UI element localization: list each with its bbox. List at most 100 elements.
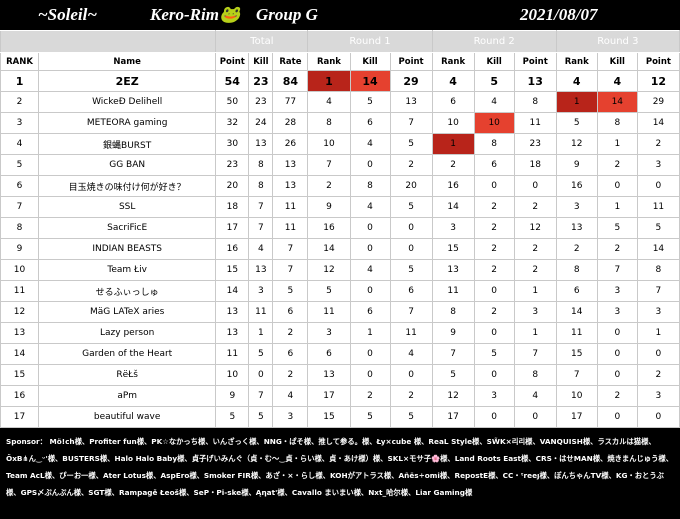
cell: 5	[389, 259, 433, 281]
cell: 2	[596, 385, 638, 407]
cell: 8	[555, 259, 598, 281]
team-name: 目玉焼きの味付け何が好き？	[38, 175, 217, 197]
cell: 77	[272, 91, 309, 113]
cell: 17	[0, 406, 40, 428]
cell: 16	[215, 238, 250, 260]
cell: 7	[272, 259, 309, 281]
cell: 26	[272, 133, 309, 155]
cell: 14	[0, 343, 40, 365]
group-header-row: Total Round 1 Round 2 Round 3	[0, 30, 680, 53]
cell: 6	[0, 175, 40, 197]
cell: 0	[349, 154, 391, 176]
team-name: RёŁš	[38, 364, 217, 386]
cell: 8	[596, 112, 638, 134]
cell: 13	[513, 70, 557, 92]
cell: 0	[389, 364, 433, 386]
cell: 3	[431, 217, 475, 239]
team-name: INDIAN BEASTS	[38, 238, 217, 260]
cell: 84	[272, 70, 309, 92]
cell: 3	[636, 301, 680, 323]
cell: 2	[0, 91, 40, 113]
cell: 9	[307, 196, 351, 218]
column-header: Point	[513, 52, 557, 71]
cell: 3	[248, 280, 274, 302]
cell: 11	[513, 112, 557, 134]
cell: 0	[636, 175, 680, 197]
cell: 0	[473, 175, 515, 197]
column-header: Point	[215, 52, 250, 71]
cell: 4	[555, 70, 598, 92]
cell: 5	[248, 343, 274, 365]
cell: 13	[215, 322, 250, 344]
cell: 3	[636, 385, 680, 407]
cell: 2	[473, 301, 515, 323]
column-header: Rank	[307, 52, 351, 71]
group: Group G	[256, 5, 318, 24]
column-header: Point	[389, 52, 433, 71]
group-header: Round 2	[431, 30, 557, 53]
blank	[0, 30, 217, 53]
cell: 7	[248, 217, 274, 239]
results-table: Total Round 1 Round 2 Round 3 RANK Name Point K…	[0, 30, 680, 428]
cell: 2	[307, 175, 351, 197]
team-row: 17 beautiful wave 5 5 3 15 5 5 17 0 0 17 0 0	[0, 406, 680, 428]
cell: 3	[0, 112, 40, 134]
cell: 5	[248, 406, 274, 428]
cell: 7	[272, 238, 309, 260]
team-name: METEORA gaming	[38, 112, 217, 134]
cell: 0	[636, 406, 680, 428]
team-row: 3 METEORA gaming 32 24 28 8 6 7 10 10 11 5 8 14	[0, 112, 680, 134]
cell: 16	[431, 175, 475, 197]
cell: 10	[555, 385, 598, 407]
cell: 12	[636, 70, 680, 92]
team-name: Garden of the Heart	[38, 343, 217, 365]
cell: 13	[431, 259, 475, 281]
cell: 2	[555, 238, 598, 260]
cell: 0	[513, 406, 557, 428]
column-header: Point	[636, 52, 680, 71]
cell: 11	[272, 196, 309, 218]
cell: 5	[596, 217, 638, 239]
cell: 20	[215, 175, 250, 197]
cell: 8	[513, 364, 557, 386]
cell: 5	[389, 406, 433, 428]
team-name: beautiful wave	[38, 406, 217, 428]
cell: 7	[431, 343, 475, 365]
cell: 10	[215, 364, 250, 386]
cell: 12	[431, 385, 475, 407]
cell: 7	[555, 364, 598, 386]
cell: 3	[596, 280, 638, 302]
team-name: 銀蝿BURST	[38, 133, 217, 155]
cell: 1	[555, 91, 598, 113]
cell: 15	[0, 364, 40, 386]
cell: 14	[636, 238, 680, 260]
cell: 2	[473, 238, 515, 260]
team-name: せるふぃっしゅ	[38, 280, 217, 302]
cell: 13	[307, 364, 351, 386]
team-row: 16 aPm 9 7 4 17 2 2 12 3 4 10 2 3	[0, 385, 680, 407]
cell: 2	[596, 154, 638, 176]
cell: 9	[431, 322, 475, 344]
cell: 11	[431, 280, 475, 302]
team-row: 5 GG BAN 23 8 13 7 0 2 2 6 18 9 2 3	[0, 154, 680, 176]
cell: 5	[0, 154, 40, 176]
cell: 13	[272, 154, 309, 176]
cell: 3	[513, 301, 557, 323]
cell: 3	[473, 385, 515, 407]
cell: 3	[596, 301, 638, 323]
cell: 7	[248, 385, 274, 407]
cell: 4	[349, 133, 391, 155]
team-row: 15 RёŁš 10 0 2 13 0 0 5 0 8 7 0 2	[0, 364, 680, 386]
team-name: aPm	[38, 385, 217, 407]
cell: 7	[307, 154, 351, 176]
cell: 6	[555, 280, 598, 302]
cell: 29	[389, 70, 433, 92]
cell: 10	[0, 259, 40, 281]
cell: 17	[555, 406, 598, 428]
team-row: 8 SacriFicE 17 7 11 16 0 0 3 2 12 13 5 5	[0, 217, 680, 239]
cell: 0	[473, 406, 515, 428]
cell: 13	[0, 322, 40, 344]
cell: 15	[215, 259, 250, 281]
cell: 4	[431, 70, 475, 92]
